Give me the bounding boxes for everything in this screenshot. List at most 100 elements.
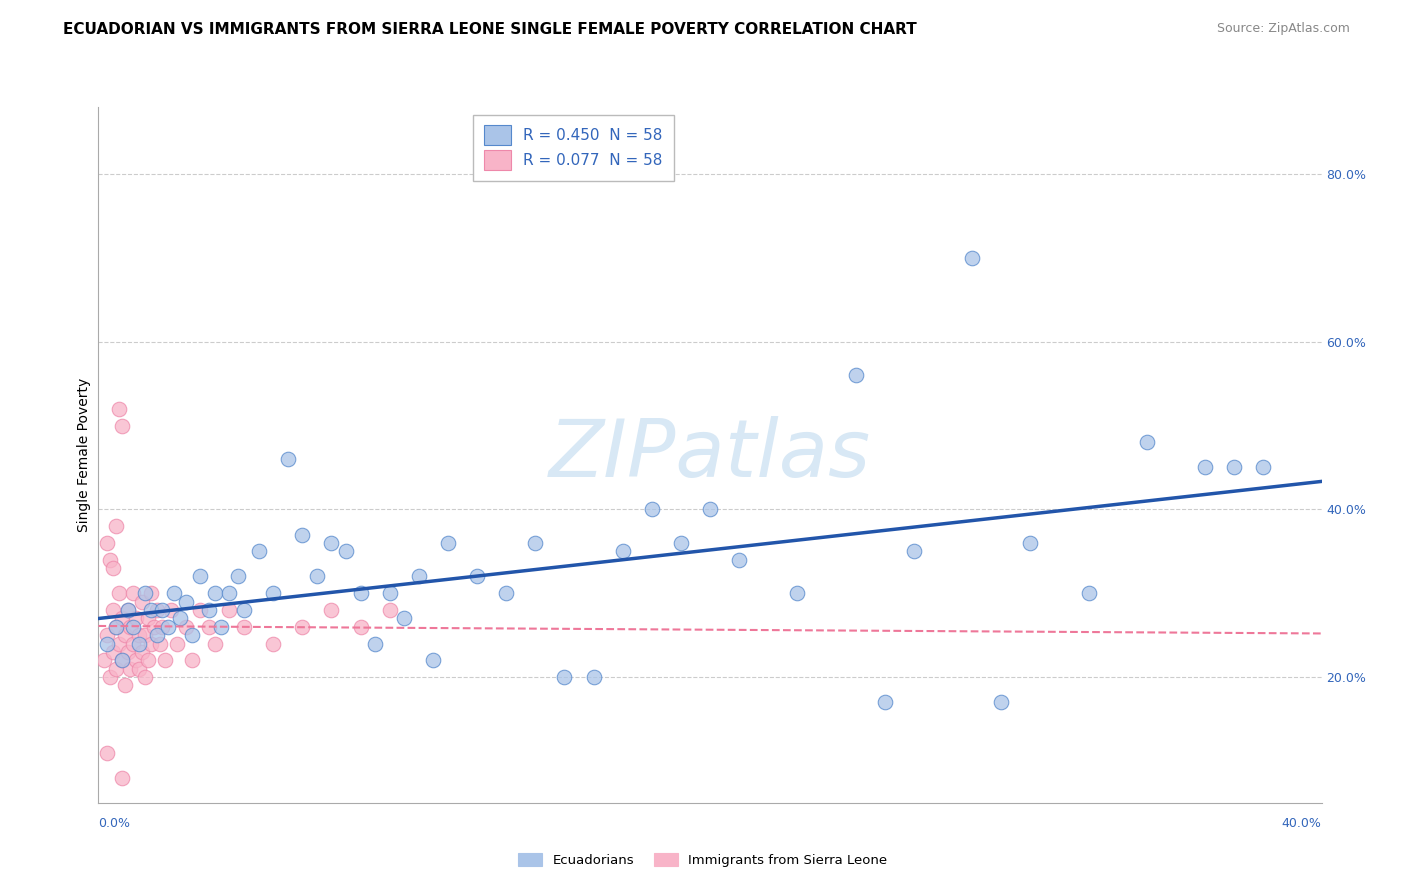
Point [188, 603, 212, 617]
Point [93, 653, 115, 667]
Point [128, 662, 150, 676]
Point [108, 586, 131, 600]
Point [134, 586, 156, 600]
Point [291, 527, 314, 541]
Point [104, 662, 127, 676]
Point [125, 611, 148, 625]
Point [111, 771, 134, 785]
Point [125, 653, 148, 667]
Point [142, 620, 165, 634]
Text: 0.0%: 0.0% [98, 817, 131, 830]
Point [392, 611, 416, 625]
Point [128, 628, 150, 642]
Point [204, 636, 226, 650]
Point [233, 603, 256, 617]
Text: ZIPatlas: ZIPatlas [548, 416, 872, 494]
Point [101, 561, 124, 575]
Point [104, 620, 127, 634]
Point [117, 603, 139, 617]
Point [114, 628, 136, 642]
Point [145, 603, 167, 617]
Point [180, 628, 202, 642]
Point [1223, 460, 1246, 475]
Point [180, 653, 202, 667]
Point [1077, 586, 1099, 600]
Legend: Ecuadorians, Immigrants from Sierra Leone: Ecuadorians, Immigrants from Sierra Leon… [513, 847, 893, 872]
Point [960, 251, 983, 265]
Y-axis label: Single Female Poverty: Single Female Poverty [77, 378, 91, 532]
Point [96, 636, 118, 650]
Point [128, 636, 150, 650]
Point [198, 620, 221, 634]
Point [422, 653, 444, 667]
Point [120, 620, 142, 634]
Point [152, 620, 174, 634]
Point [117, 645, 139, 659]
Point [612, 544, 634, 558]
Point [134, 670, 156, 684]
Point [96, 536, 118, 550]
Point [495, 586, 517, 600]
Point [131, 645, 153, 659]
Point [174, 594, 197, 608]
Point [378, 586, 401, 600]
Point [155, 653, 177, 667]
Point [117, 603, 139, 617]
Point [111, 611, 134, 625]
Point [728, 552, 751, 566]
Point [198, 603, 221, 617]
Point [96, 628, 118, 642]
Point [786, 586, 808, 600]
Point [209, 620, 232, 634]
Point [136, 653, 159, 667]
Point [408, 569, 430, 583]
Point [378, 603, 401, 617]
Point [122, 636, 145, 650]
Point [122, 586, 145, 600]
Point [247, 544, 270, 558]
Point [108, 636, 131, 650]
Point [122, 620, 145, 634]
Point [139, 636, 162, 650]
Point [101, 645, 124, 659]
Point [437, 536, 460, 550]
Point [903, 544, 925, 558]
Text: 40.0%: 40.0% [1282, 817, 1322, 830]
Point [1194, 460, 1216, 475]
Point [1019, 536, 1042, 550]
Point [131, 594, 153, 608]
Text: Source: ZipAtlas.com: Source: ZipAtlas.com [1216, 22, 1350, 36]
Point [101, 603, 124, 617]
Point [262, 636, 284, 650]
Point [262, 586, 284, 600]
Point [218, 603, 240, 617]
Point [96, 746, 118, 760]
Point [174, 620, 197, 634]
Point [291, 620, 314, 634]
Point [873, 695, 896, 709]
Point [204, 586, 226, 600]
Point [277, 452, 299, 467]
Point [305, 569, 328, 583]
Point [233, 620, 256, 634]
Point [349, 620, 371, 634]
Point [990, 695, 1012, 709]
Text: ECUADORIAN VS IMMIGRANTS FROM SIERRA LEONE SINGLE FEMALE POVERTY CORRELATION CHA: ECUADORIAN VS IMMIGRANTS FROM SIERRA LEO… [63, 22, 917, 37]
Point [218, 586, 240, 600]
Point [166, 636, 188, 650]
Point [149, 636, 172, 650]
Point [349, 586, 371, 600]
Point [699, 502, 721, 516]
Point [108, 401, 131, 416]
Point [845, 368, 868, 383]
Legend: R = 0.450  N = 58, R = 0.077  N = 58: R = 0.450 N = 58, R = 0.077 N = 58 [472, 115, 673, 181]
Point [465, 569, 488, 583]
Point [641, 502, 664, 516]
Point [98, 670, 121, 684]
Point [582, 670, 605, 684]
Point [321, 536, 343, 550]
Point [104, 519, 127, 533]
Point [1253, 460, 1275, 475]
Point [163, 586, 186, 600]
Point [553, 670, 575, 684]
